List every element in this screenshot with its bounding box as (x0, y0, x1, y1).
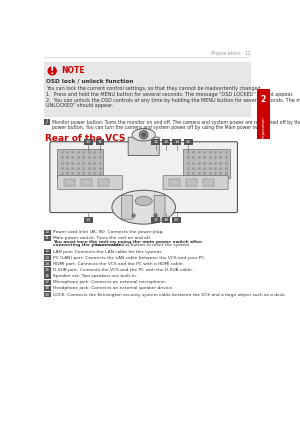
FancyBboxPatch shape (152, 217, 160, 223)
FancyBboxPatch shape (44, 279, 51, 285)
Circle shape (141, 132, 146, 137)
FancyBboxPatch shape (183, 149, 230, 178)
Text: 16: 16 (45, 274, 50, 278)
Text: UNLOCKED” should appear.: UNLOCKED” should appear. (46, 103, 113, 108)
Text: LOCK: Connects the Kensington security system cable between the VCS and a large : LOCK: Connects the Kensington security s… (53, 293, 286, 297)
FancyBboxPatch shape (169, 179, 180, 186)
FancyBboxPatch shape (44, 255, 51, 260)
Text: 17: 17 (45, 280, 50, 284)
FancyBboxPatch shape (161, 217, 170, 223)
FancyBboxPatch shape (44, 61, 250, 117)
Text: You must turn the unit on using the main power switch after: You must turn the unit on using the main… (53, 240, 202, 244)
Text: 19: 19 (45, 293, 50, 296)
Text: 12: 12 (153, 140, 158, 144)
Text: i: i (46, 119, 48, 125)
Text: connecting the power cable.: connecting the power cable. (53, 243, 123, 247)
Text: D-SUB port: Connects the VCS and the PC with the D-SUB cable.: D-SUB port: Connects the VCS and the PC … (53, 268, 193, 272)
FancyBboxPatch shape (184, 139, 193, 145)
Text: Preparation: Preparation (211, 51, 241, 56)
Text: You can lock the current control settings, so that they cannot be inadvertently : You can lock the current control setting… (46, 86, 262, 91)
Text: Headphone jack: Connects an external speaker device.: Headphone jack: Connects an external spe… (53, 287, 173, 290)
FancyBboxPatch shape (161, 139, 170, 145)
FancyBboxPatch shape (152, 139, 160, 145)
Text: 11: 11 (245, 51, 251, 56)
FancyBboxPatch shape (257, 89, 270, 139)
FancyBboxPatch shape (44, 229, 51, 235)
FancyBboxPatch shape (57, 149, 104, 178)
Text: Speaker set: Two speakers are built-in.: Speaker set: Two speakers are built-in. (53, 274, 137, 278)
Ellipse shape (132, 128, 155, 141)
FancyBboxPatch shape (44, 261, 51, 266)
FancyBboxPatch shape (98, 179, 109, 186)
Text: 10: 10 (86, 140, 91, 144)
FancyBboxPatch shape (64, 179, 75, 186)
FancyBboxPatch shape (84, 217, 92, 223)
Text: Microphone jack: Connects an external microphone.: Microphone jack: Connects an external mi… (53, 280, 166, 285)
Text: Main power switch: Turns the unit on and off.: Main power switch: Turns the unit on and… (53, 237, 152, 240)
FancyBboxPatch shape (163, 176, 228, 190)
Text: Monitor power button: Turns the monitor on and off. The camera and system power : Monitor power button: Turns the monitor … (52, 120, 300, 125)
Text: 18: 18 (163, 218, 168, 222)
FancyBboxPatch shape (154, 195, 165, 219)
FancyBboxPatch shape (44, 273, 51, 279)
Text: 15: 15 (45, 268, 50, 272)
FancyBboxPatch shape (84, 139, 92, 145)
Text: Rear of the VCS: Rear of the VCS (45, 134, 126, 143)
Circle shape (48, 66, 57, 75)
FancyBboxPatch shape (44, 267, 51, 273)
Text: OSD lock / unlock function: OSD lock / unlock function (46, 78, 134, 84)
Text: 15: 15 (186, 140, 191, 144)
Text: 19: 19 (86, 218, 91, 222)
FancyBboxPatch shape (44, 249, 51, 254)
Text: HDMI port: Connects the VCS and the PC with a HDMI cable.: HDMI port: Connects the VCS and the PC w… (53, 262, 184, 266)
Text: Power cord inlet (AC IN): Connects the power plug.: Power cord inlet (AC IN): Connects the p… (53, 230, 164, 234)
FancyBboxPatch shape (44, 292, 51, 297)
Text: !: ! (50, 66, 55, 76)
Text: 13: 13 (45, 256, 50, 259)
Text: 2: 2 (261, 95, 266, 104)
FancyBboxPatch shape (58, 176, 123, 190)
Text: Preparation: Preparation (261, 116, 266, 140)
Text: 11: 11 (45, 236, 50, 240)
Text: You can use this button to reset the system.: You can use this button to reset the sys… (93, 243, 191, 247)
Text: NOTE: NOTE (61, 67, 84, 75)
Text: 17: 17 (153, 218, 158, 222)
FancyBboxPatch shape (50, 142, 238, 212)
FancyBboxPatch shape (186, 179, 197, 186)
FancyBboxPatch shape (96, 139, 104, 145)
Text: PC (LAN) port: Connects the LAN cable between the VCS and your PC.: PC (LAN) port: Connects the LAN cable be… (53, 256, 206, 259)
Text: 10: 10 (45, 230, 50, 234)
Circle shape (140, 131, 148, 139)
Text: 20: 20 (174, 218, 179, 222)
Text: 13: 13 (163, 140, 168, 144)
Ellipse shape (112, 190, 176, 224)
Text: 12: 12 (45, 249, 50, 254)
Text: 18: 18 (45, 287, 50, 290)
FancyBboxPatch shape (122, 195, 132, 219)
Text: power button. You can turn the camera and system power off by using the Main pow: power button. You can turn the camera an… (52, 125, 269, 130)
Text: 14: 14 (174, 140, 179, 144)
FancyBboxPatch shape (203, 179, 214, 186)
FancyBboxPatch shape (172, 139, 181, 145)
Ellipse shape (135, 196, 152, 206)
FancyBboxPatch shape (44, 236, 51, 241)
Text: 1.  Press and hold the MENU button for several seconds. The message “OSD LOCKED”: 1. Press and hold the MENU button for se… (46, 92, 293, 97)
Text: LAN port: Connects the LAN cable for this system.: LAN port: Connects the LAN cable for thi… (53, 250, 162, 254)
Text: 14: 14 (45, 262, 50, 266)
Text: 2.  You can unlock the OSD controls at any time by holding the MENU button for s: 2. You can unlock the OSD controls at an… (46, 98, 300, 103)
FancyBboxPatch shape (44, 286, 51, 291)
FancyBboxPatch shape (172, 217, 181, 223)
FancyBboxPatch shape (128, 137, 159, 156)
FancyBboxPatch shape (81, 179, 92, 186)
Text: 11: 11 (98, 140, 102, 144)
FancyBboxPatch shape (44, 120, 50, 125)
